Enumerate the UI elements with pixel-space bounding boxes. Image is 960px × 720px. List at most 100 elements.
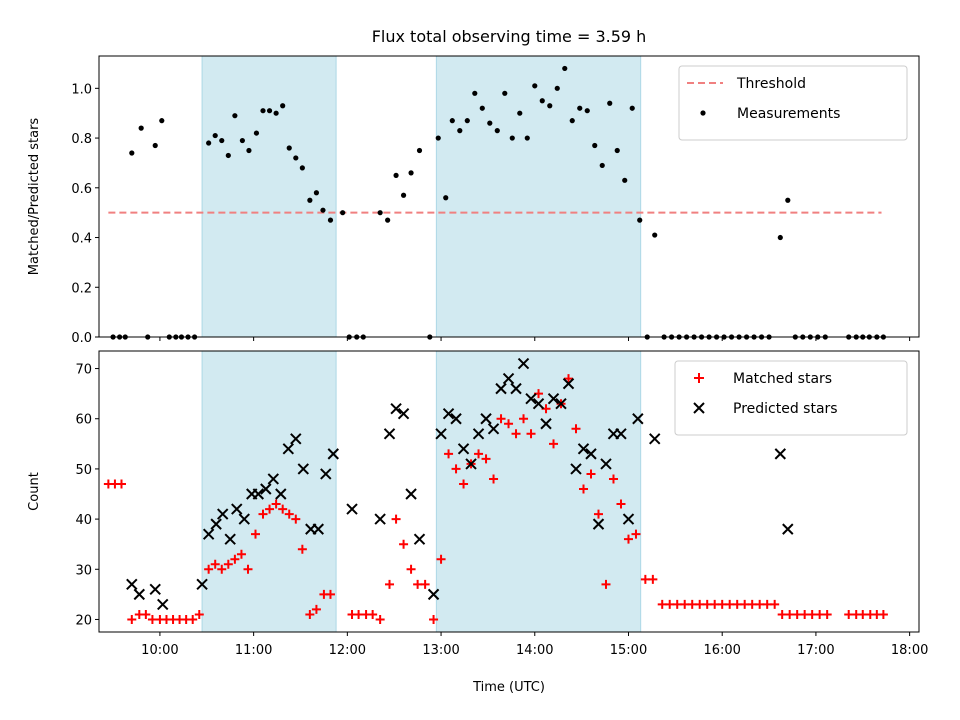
measurement-point (629, 105, 635, 111)
predicted-star-point (649, 433, 661, 445)
legend: Threshold Measurements (678, 65, 908, 141)
measurement-point (129, 150, 135, 156)
measurement-point (219, 137, 225, 144)
predicted-star-point (547, 392, 560, 405)
predicted-star-point (472, 428, 485, 440)
measurement-point (777, 234, 783, 241)
x-tick-label: 12:00 (329, 643, 366, 658)
predicted-star-point (260, 483, 272, 495)
x-tick-label: 15:00 (610, 643, 647, 658)
matched-star-point (210, 559, 220, 569)
predicted-star-point (562, 377, 575, 390)
y-tick-label: 60 (75, 413, 92, 428)
predicted-star-point (252, 488, 265, 500)
y-tick-label: 0.8 (71, 132, 92, 147)
measurement-point (539, 98, 545, 104)
predicted-star-point (149, 583, 161, 596)
matched-star-point (291, 514, 301, 524)
x-tick-label: 17:00 (797, 643, 834, 658)
y-axis-label: Count (27, 472, 42, 511)
predicted-star-point (510, 382, 522, 395)
measurement-point (622, 177, 628, 183)
y-tick-label: 70 (75, 363, 92, 378)
measurement-point (327, 217, 334, 223)
matched-star-point (511, 429, 521, 439)
matched-star-point (601, 579, 611, 589)
measurement-point (138, 125, 144, 131)
predicted-star-point (427, 588, 440, 601)
predicted-star-point (238, 513, 250, 525)
measurement-point (286, 145, 292, 151)
y-axis-ticks: 20 30 40 50 60 70 (75, 363, 99, 628)
predicted-star-point (487, 423, 500, 435)
matched-star-point (391, 514, 401, 524)
matched-star-point (623, 534, 633, 544)
legend-matched-swatch (694, 373, 704, 383)
predicted-star-point (495, 382, 507, 395)
measurement-point (785, 197, 791, 203)
observing-interval-1 (435, 55, 642, 338)
y-tick-label: 30 (75, 563, 92, 578)
predicted-star-point (540, 418, 552, 430)
measurement-point (502, 90, 508, 96)
y-tick-label: 0.6 (71, 182, 92, 197)
measurement-point (554, 85, 560, 91)
predicted-star-point (320, 468, 332, 480)
predicted-star-point (570, 463, 582, 475)
x-tick-label: 18:00 (891, 643, 928, 658)
measurement-point (408, 170, 414, 176)
predicted-star-point (502, 372, 515, 385)
predicted-star-point (450, 413, 462, 425)
matched-star-point (204, 564, 214, 574)
y-tick-label: 0.4 (71, 232, 92, 247)
matched-star-point (116, 479, 126, 489)
matched-star-point (278, 504, 288, 514)
measurement-point (246, 147, 252, 154)
matched-star-point (243, 564, 253, 574)
observing-intervals (201, 55, 642, 338)
predicted-star-point (216, 508, 229, 520)
matched-star-point (571, 424, 581, 434)
predicted-star-point (585, 448, 597, 460)
predicted-star-point (577, 443, 590, 455)
measurement-point (532, 83, 538, 89)
measurement-point (320, 207, 326, 213)
measurement-point (547, 103, 553, 109)
matched-star-point (265, 504, 275, 514)
matched-star-point (586, 469, 596, 479)
measurement-point (637, 217, 643, 223)
predicted-star-point (126, 578, 138, 591)
predicted-star-point (133, 588, 146, 601)
matched-star-point (251, 529, 261, 539)
measurement-point (472, 90, 478, 96)
measurement-point (400, 192, 407, 198)
measurement-point (385, 217, 391, 223)
predicted-star-point (405, 488, 417, 500)
legend-label: Predicted stars (733, 401, 838, 417)
measurement-point (443, 195, 449, 201)
measurement-point (280, 103, 286, 109)
predicted-star-point (282, 443, 295, 455)
measurement-point (307, 197, 313, 203)
predicted-star-point (157, 598, 169, 611)
measurement-point (416, 147, 423, 154)
predicted-star-point (774, 448, 787, 460)
matched-star-point (436, 554, 446, 564)
measurement-point (273, 110, 279, 116)
plot-frame (98, 350, 920, 633)
matched-star-point (444, 449, 454, 459)
matched-star-point (496, 414, 506, 424)
matched-star-point (406, 564, 416, 574)
measurement-point (313, 190, 320, 196)
measurement-point (225, 152, 231, 159)
matched-star-point (459, 479, 469, 489)
legend-label: Matched stars (733, 371, 832, 387)
matched-star-point (878, 609, 888, 619)
measurement-point (435, 135, 441, 141)
x-axis-ticks (159, 337, 911, 341)
measurement-point (212, 132, 218, 139)
matched-star-point (217, 564, 227, 574)
matched-star-point (284, 509, 294, 519)
matched-star-point (822, 609, 832, 619)
